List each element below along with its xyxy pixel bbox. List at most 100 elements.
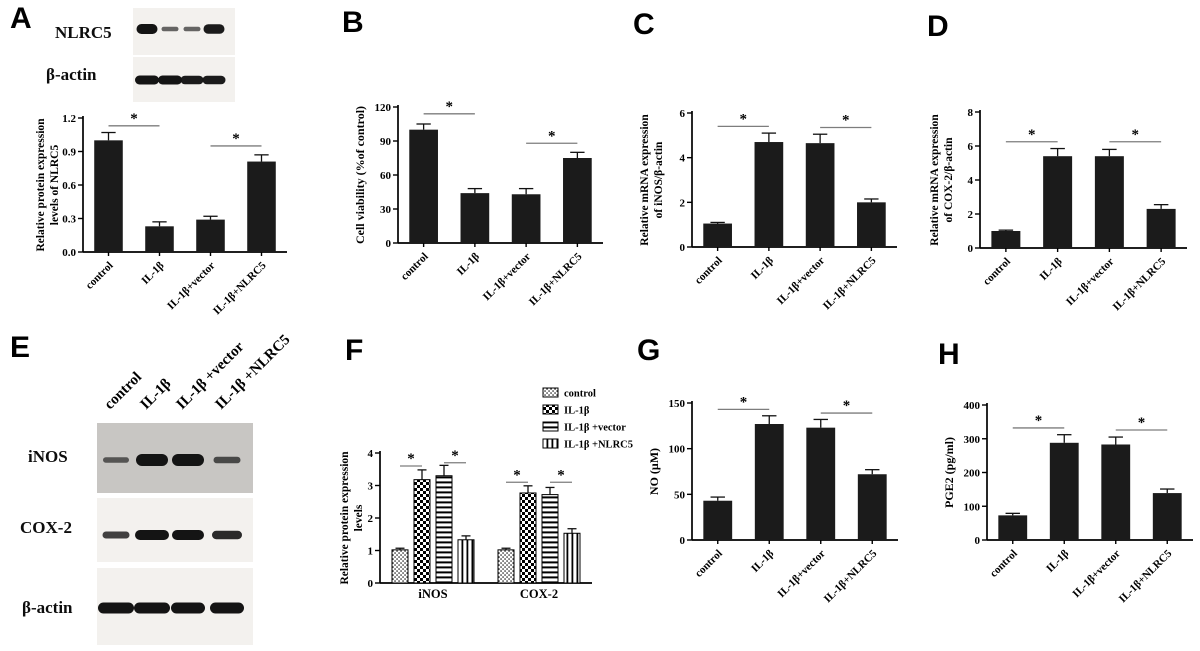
- bar: [991, 231, 1021, 248]
- y-axis-title: levels: [353, 504, 365, 531]
- panel-b: B 0 30 60 90 120 Cell viability (%of control)…: [330, 0, 620, 320]
- blot-band: [135, 530, 169, 540]
- x-tick-label: IL-1β: [455, 250, 482, 277]
- y-tick-label: 2: [368, 513, 374, 525]
- panel-h-letter: H: [938, 338, 960, 371]
- bar: [857, 474, 887, 540]
- bar: [1146, 208, 1176, 248]
- significance-star: *: [1028, 127, 1036, 143]
- bar: [94, 140, 123, 252]
- bar: [413, 479, 431, 584]
- significance-star: *: [548, 128, 556, 144]
- panel-d: D 0 2 4 6 8 Relative mRNA expression of COX-2/…: [910, 0, 1200, 320]
- bar: [754, 424, 784, 540]
- bar-chart-cell-viability: 0 30 60 90 120 Cell viability (%of control) co…: [353, 99, 603, 308]
- panel-a: A NLRC5 β-actin 0.0 0.3 0.6 0.9 1.2 Relative …: [0, 0, 330, 320]
- y-tick-label: 100: [964, 501, 981, 513]
- x-tick-label: IL-1β+NLRC5: [211, 259, 269, 317]
- panel-g-letter: G: [637, 334, 661, 367]
- x-tick-label: IL-1β+NLRC5: [822, 547, 880, 605]
- bar-chart-inos-mrna: 0 2 4 6 Relative mRNA expression of iNOS/β-ac…: [639, 108, 897, 312]
- y-tick-label: 8: [968, 107, 974, 119]
- significance-star: *: [130, 111, 138, 127]
- bar: [511, 194, 541, 243]
- bar: [460, 193, 490, 243]
- y-tick-label: 1.2: [62, 113, 76, 125]
- x-tick-label: control: [693, 548, 725, 580]
- y-tick-label: 120: [375, 102, 392, 114]
- panel-g: G 0 50 100 150 NO (μM) control IL-1β IL-1β+vect…: [620, 320, 910, 651]
- significance-star: *: [232, 131, 240, 147]
- y-tick-label: 3: [368, 481, 374, 493]
- y-tick-label: 0: [968, 243, 974, 255]
- y-tick-label: 1: [368, 546, 374, 558]
- y-tick-label: 4: [680, 153, 686, 165]
- x-tick-label: control: [84, 260, 116, 292]
- y-axis-title: Relative protein expression: [339, 451, 351, 585]
- y-tick-label: 6: [968, 141, 974, 153]
- y-tick-label: 0: [680, 535, 686, 547]
- blot-target-label-beta-actin-e: β-actin: [22, 598, 73, 617]
- x-tick-label: IL-1β+NLRC5: [821, 254, 879, 312]
- bar: [196, 219, 225, 252]
- bar: [247, 161, 276, 252]
- legend-swatch: [542, 404, 559, 415]
- y-tick-label: 300: [964, 434, 981, 446]
- y-tick-label: 90: [380, 136, 392, 148]
- bar: [1152, 493, 1182, 540]
- y-axis-title: of iNOS/β-actin: [653, 141, 665, 218]
- bar: [1049, 442, 1079, 540]
- y-tick-label: 400: [964, 400, 981, 412]
- legend-label: IL-1β +vector: [564, 423, 626, 434]
- western-blot-beta-actin: [133, 57, 235, 102]
- y-tick-label: 0.0: [62, 247, 76, 259]
- legend-swatch: [542, 421, 559, 432]
- blot-band: [171, 602, 205, 614]
- x-tick-label: IL-1β+vector: [1070, 548, 1123, 601]
- y-tick-label: 60: [380, 170, 392, 182]
- blot-band: [172, 530, 204, 540]
- legend-swatch: [542, 438, 559, 449]
- blot-band: [158, 75, 182, 85]
- significance-star: *: [446, 99, 454, 115]
- y-tick-label: 0.3: [62, 214, 76, 226]
- x-tick-label: IL-1β: [749, 254, 776, 281]
- bar: [519, 492, 537, 584]
- y-tick-label: 0.9: [62, 147, 76, 159]
- blot-target-label-inos: iNOS: [28, 447, 68, 466]
- legend-label: IL-1β: [564, 406, 590, 417]
- significance-star: *: [407, 451, 415, 467]
- panel-h: H 0 100 200 300 400 PGE2 (pg/ml) control IL-1β I…: [910, 320, 1200, 651]
- bar: [563, 532, 581, 584]
- bar: [703, 223, 732, 247]
- western-blot-cox2: [97, 498, 253, 562]
- blot-band: [183, 26, 201, 32]
- blot-target-label-beta-actin: β-actin: [46, 65, 97, 84]
- x-tick-label: IL-1β: [1044, 547, 1071, 574]
- blot-band: [103, 457, 129, 463]
- significance-star: *: [451, 448, 459, 464]
- y-tick-label: 4: [968, 175, 974, 187]
- x-tick-label: control: [399, 251, 431, 283]
- significance-star: *: [740, 111, 748, 127]
- blot-band: [210, 602, 244, 614]
- y-tick-label: 0: [368, 578, 374, 590]
- blot-band: [180, 75, 204, 85]
- y-tick-label: 30: [380, 204, 392, 216]
- x-tick-label: IL-1β+vector: [481, 251, 534, 304]
- y-tick-label: 2: [680, 197, 686, 209]
- y-axis-title: Relative mRNA expression: [929, 114, 941, 246]
- blot-band: [98, 602, 134, 614]
- significance-star: *: [557, 467, 565, 483]
- bar: [563, 158, 592, 243]
- x-tick-label: IL-1β+NLRC5: [1117, 547, 1175, 605]
- western-blot-nlrc5: [133, 8, 235, 55]
- panel-e-letter: E: [10, 331, 31, 364]
- y-tick-label: 0: [386, 238, 392, 250]
- y-tick-label: 100: [669, 444, 686, 456]
- bar-chart-nlrc5-protein-expression: 0.0 0.3 0.6 0.9 1.2 Relative protein expressi…: [35, 111, 287, 317]
- x-tick-label: IL-1β+vector: [165, 260, 218, 313]
- bar: [754, 142, 784, 247]
- bar: [457, 539, 475, 584]
